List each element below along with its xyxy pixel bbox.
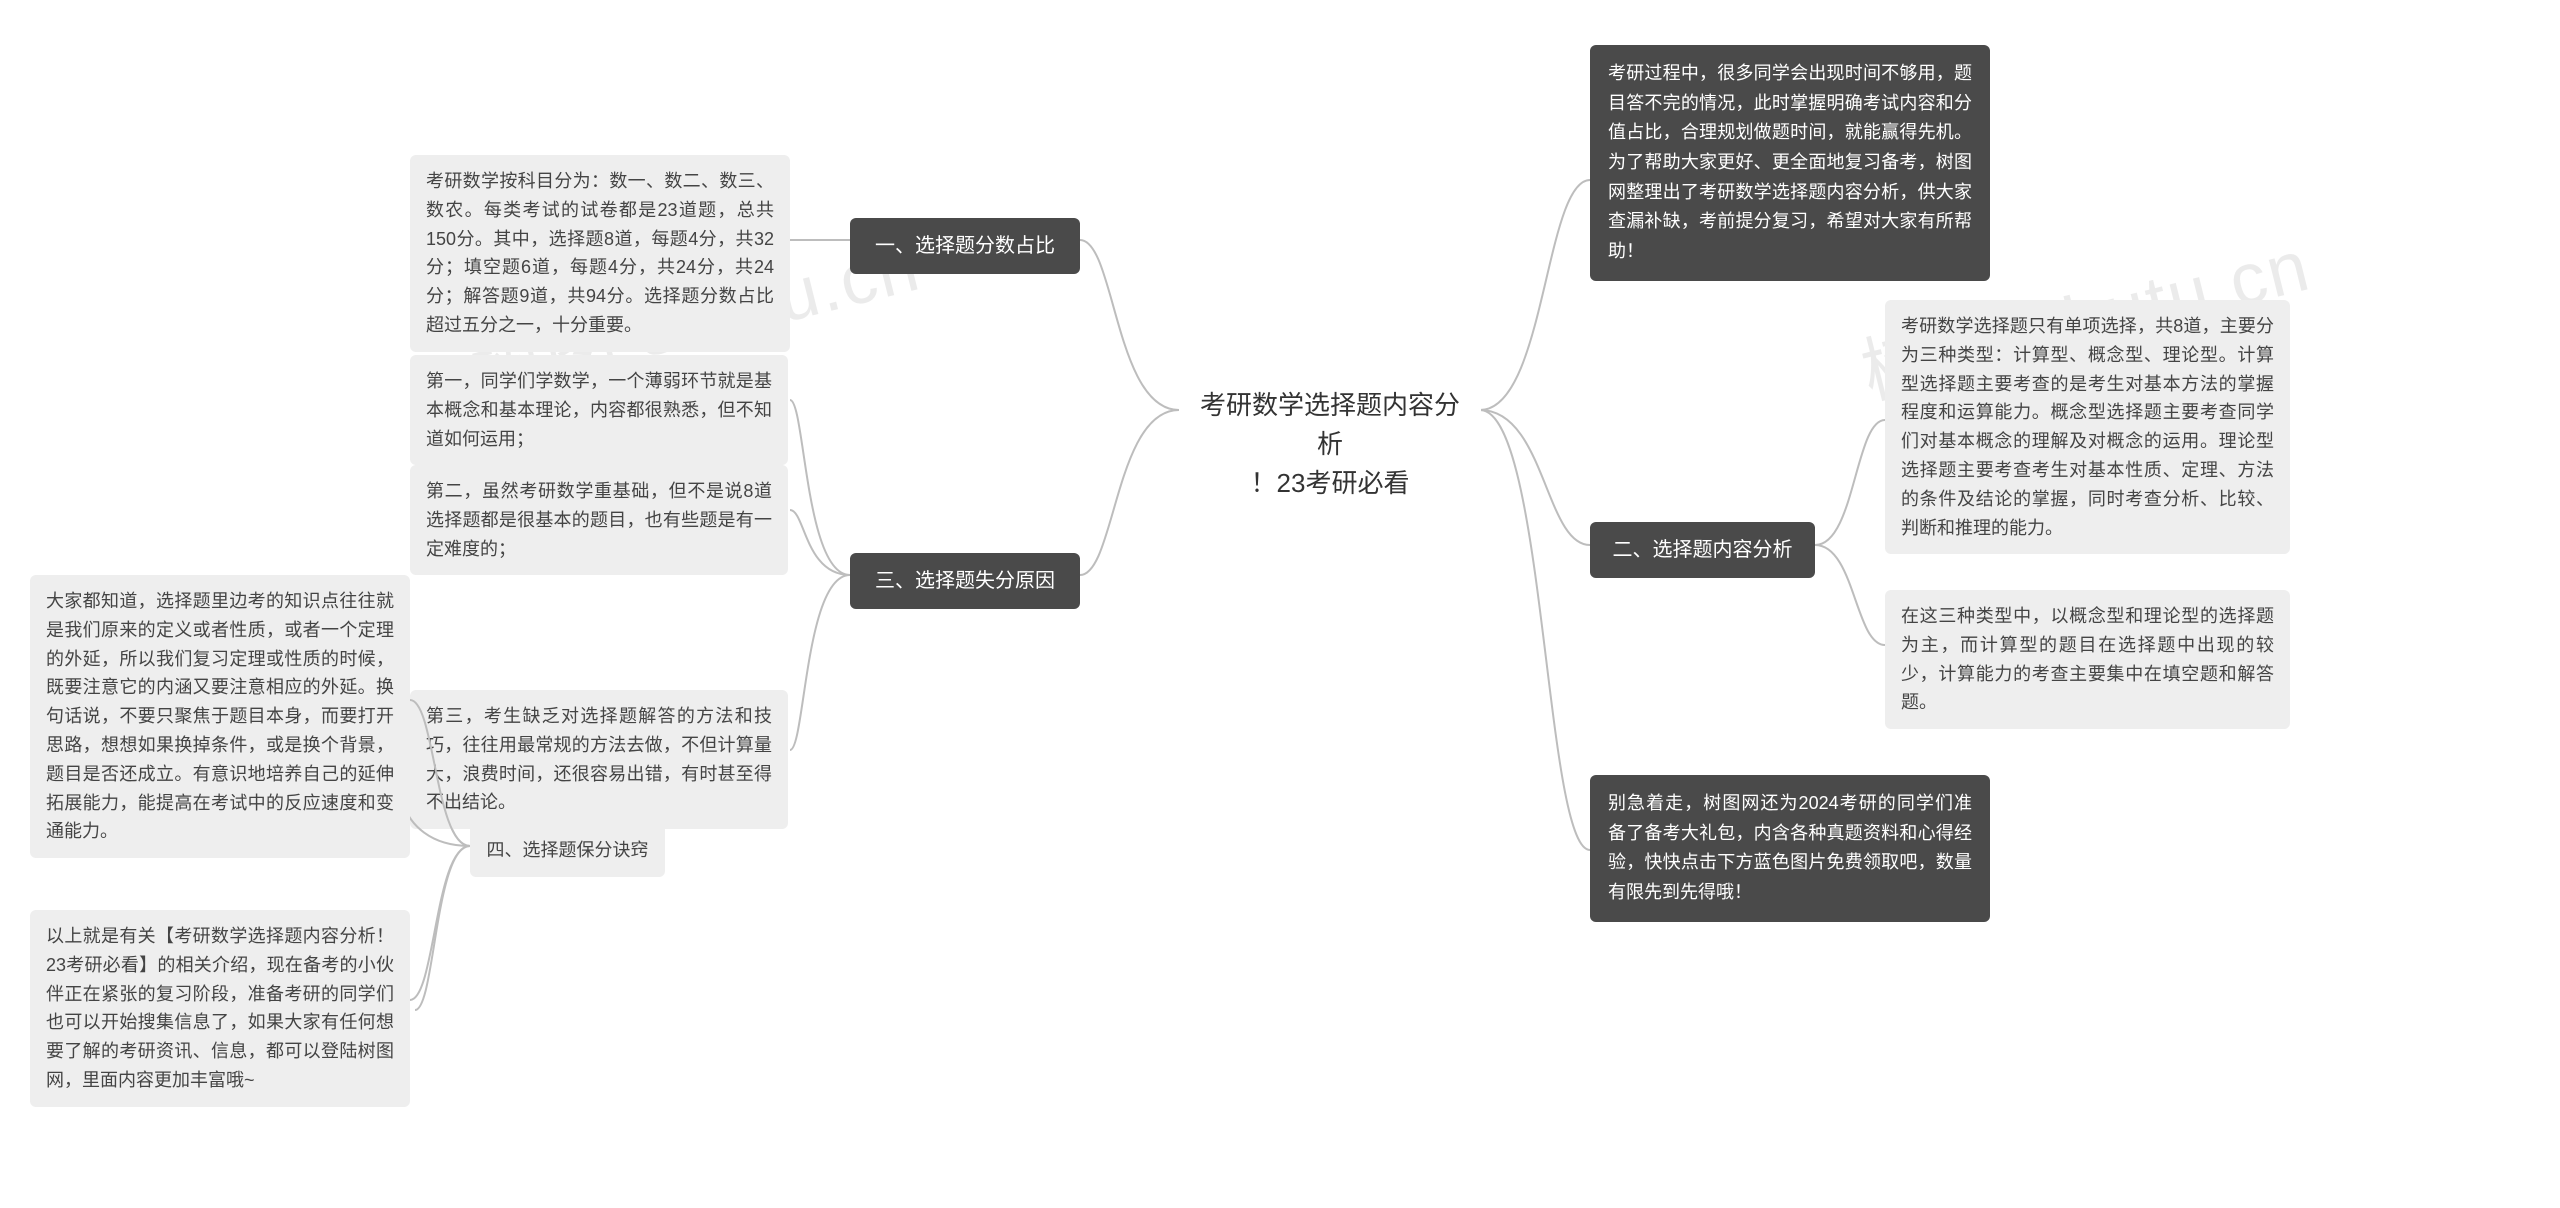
section4-child-b: 以上就是有关【考研数学选择题内容分析！23考研必看】的相关介绍，现在备考的小伙伴… bbox=[30, 910, 410, 1107]
section1-child: 考研数学按科目分为：数一、数二、数三、数农。每类考试的试卷都是23道题，总共15… bbox=[410, 155, 790, 352]
section1-title: 一、选择题分数占比 bbox=[850, 218, 1080, 274]
section3-child-b: 第二，虽然考研数学重基础，但不是说8道选择题都是很基本的题目，也有些题是有一定难… bbox=[410, 465, 788, 575]
section2-title: 二、选择题内容分析 bbox=[1590, 522, 1815, 578]
section4-child-a: 大家都知道，选择题里边考的知识点往往就是我们原来的定义或者性质，或者一个定理的外… bbox=[30, 575, 410, 858]
intro-block: 考研过程中，很多同学会出现时间不够用，题目答不完的情况，此时掌握明确考试内容和分… bbox=[1590, 45, 1990, 281]
outro-block: 别急着走，树图网还为2024考研的同学们准备了备考大礼包，内含各种真题资料和心得… bbox=[1590, 775, 1990, 922]
section2-child-a: 考研数学选择题只有单项选择，共8道，主要分为三种类型：计算型、概念型、理论型。计… bbox=[1885, 300, 2290, 554]
section2-child-b: 在这三种类型中，以概念型和理论型的选择题为主，而计算型的题目在选择题中出现的较少… bbox=[1885, 590, 2290, 729]
root-node: 考研数学选择题内容分析 ！23考研必看 bbox=[1179, 368, 1481, 521]
section3-child-c: 第三，考生缺乏对选择题解答的方法和技巧，往往用最常规的方法去做，不但计算量大，浪… bbox=[410, 690, 788, 829]
section4-title: 四、选择题保分诀窍 bbox=[470, 824, 665, 877]
root-title: 考研数学选择题内容分析 ！23考研必看 bbox=[1200, 390, 1460, 498]
section3-child-a: 第一，同学们学数学，一个薄弱环节就是基本概念和基本理论，内容都很熟悉，但不知道如… bbox=[410, 355, 788, 465]
section3-title: 三、选择题失分原因 bbox=[850, 553, 1080, 609]
